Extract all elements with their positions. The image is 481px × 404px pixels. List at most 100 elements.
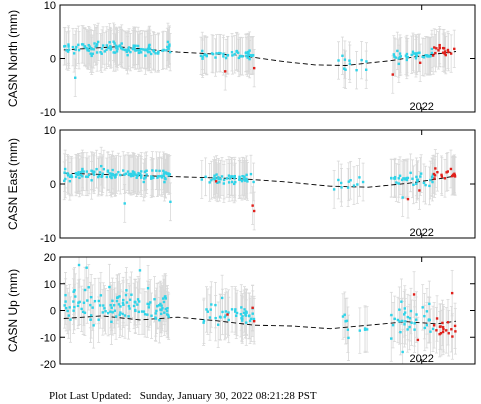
data-point bbox=[218, 180, 221, 184]
data-point bbox=[428, 184, 431, 188]
data-point bbox=[66, 309, 69, 313]
data-point bbox=[244, 313, 247, 316]
data-point bbox=[341, 315, 345, 318]
data-point bbox=[64, 306, 68, 310]
data-point bbox=[121, 312, 124, 316]
data-point bbox=[138, 172, 142, 176]
data-point bbox=[233, 177, 236, 180]
data-point bbox=[87, 43, 90, 47]
recent-data-point bbox=[446, 48, 450, 52]
recent-data-point bbox=[435, 47, 438, 50]
data-point bbox=[343, 313, 346, 316]
data-point bbox=[123, 314, 127, 317]
recent-data-point bbox=[451, 335, 454, 338]
data-point bbox=[148, 47, 152, 50]
data-point bbox=[122, 169, 125, 172]
data-point bbox=[148, 50, 151, 54]
data-point bbox=[131, 170, 135, 173]
data-point bbox=[398, 55, 401, 59]
data-point bbox=[74, 172, 78, 175]
data-point bbox=[132, 172, 135, 175]
data-point bbox=[77, 43, 80, 47]
data-point bbox=[133, 48, 137, 51]
data-point bbox=[248, 319, 252, 323]
data-point bbox=[411, 50, 415, 53]
data-point bbox=[145, 173, 148, 176]
data-point bbox=[247, 314, 251, 318]
data-point bbox=[423, 314, 426, 318]
data-point bbox=[63, 179, 66, 183]
data-point bbox=[213, 178, 217, 181]
data-point bbox=[126, 48, 130, 51]
data-point bbox=[226, 53, 230, 57]
data-point bbox=[145, 169, 148, 172]
data-point bbox=[94, 45, 97, 48]
data-point bbox=[81, 175, 84, 178]
recent-data-point bbox=[450, 291, 454, 295]
y-tick-label: -10 bbox=[40, 332, 56, 344]
data-point bbox=[159, 302, 162, 306]
panel-east: -10 0 10 2022 CASN East (mm) bbox=[6, 125, 476, 245]
data-point bbox=[87, 286, 90, 289]
data-point bbox=[68, 175, 72, 179]
data-point bbox=[146, 287, 150, 290]
y-tick-label: 10 bbox=[44, 279, 56, 291]
data-point bbox=[352, 184, 356, 187]
data-point bbox=[147, 306, 151, 309]
data-point bbox=[132, 304, 136, 308]
data-point bbox=[77, 171, 80, 174]
data-point bbox=[125, 301, 129, 304]
recent-data-point bbox=[412, 293, 416, 296]
recent-data-point bbox=[438, 43, 441, 47]
data-point bbox=[403, 323, 406, 326]
data-point bbox=[152, 49, 155, 52]
data-point bbox=[164, 297, 168, 300]
recent-data-point bbox=[442, 328, 445, 331]
data-point bbox=[77, 173, 80, 176]
data-point bbox=[67, 314, 70, 317]
data-point bbox=[216, 181, 219, 184]
data-point bbox=[98, 304, 102, 307]
data-point bbox=[92, 171, 95, 175]
data-point bbox=[134, 301, 137, 304]
data-point bbox=[414, 318, 418, 321]
data-point bbox=[92, 324, 95, 327]
data-point bbox=[73, 289, 76, 292]
data-point bbox=[390, 313, 393, 317]
data-point bbox=[156, 304, 159, 308]
data-point bbox=[365, 60, 368, 63]
data-point bbox=[230, 175, 233, 178]
data-point bbox=[230, 308, 234, 311]
recent-data-point bbox=[438, 332, 441, 336]
data-point bbox=[363, 327, 367, 330]
data-point bbox=[208, 181, 211, 184]
data-point bbox=[217, 176, 220, 179]
recent-data-point bbox=[442, 47, 446, 50]
data-point bbox=[101, 311, 105, 314]
data-point bbox=[233, 182, 236, 186]
data-point bbox=[119, 311, 122, 314]
recent-data-point bbox=[452, 173, 455, 176]
data-point bbox=[405, 178, 409, 182]
recent-data-point bbox=[449, 167, 453, 171]
data-point bbox=[162, 48, 165, 52]
data-point bbox=[125, 49, 128, 53]
data-point bbox=[167, 46, 170, 50]
data-point bbox=[117, 303, 121, 306]
data-point bbox=[149, 52, 153, 56]
recent-data-point bbox=[447, 332, 450, 335]
data-point bbox=[96, 40, 100, 44]
data-point bbox=[400, 178, 404, 182]
data-point bbox=[403, 178, 407, 181]
data-point bbox=[113, 51, 117, 54]
data-point bbox=[149, 301, 152, 304]
data-point bbox=[118, 295, 121, 298]
recent-data-point bbox=[434, 167, 437, 170]
data-point bbox=[230, 180, 234, 184]
data-point bbox=[244, 177, 248, 181]
recent-data-point bbox=[406, 197, 410, 201]
data-point bbox=[246, 56, 249, 59]
data-point bbox=[143, 48, 147, 52]
data-point bbox=[347, 180, 350, 183]
recent-data-point bbox=[454, 330, 457, 333]
